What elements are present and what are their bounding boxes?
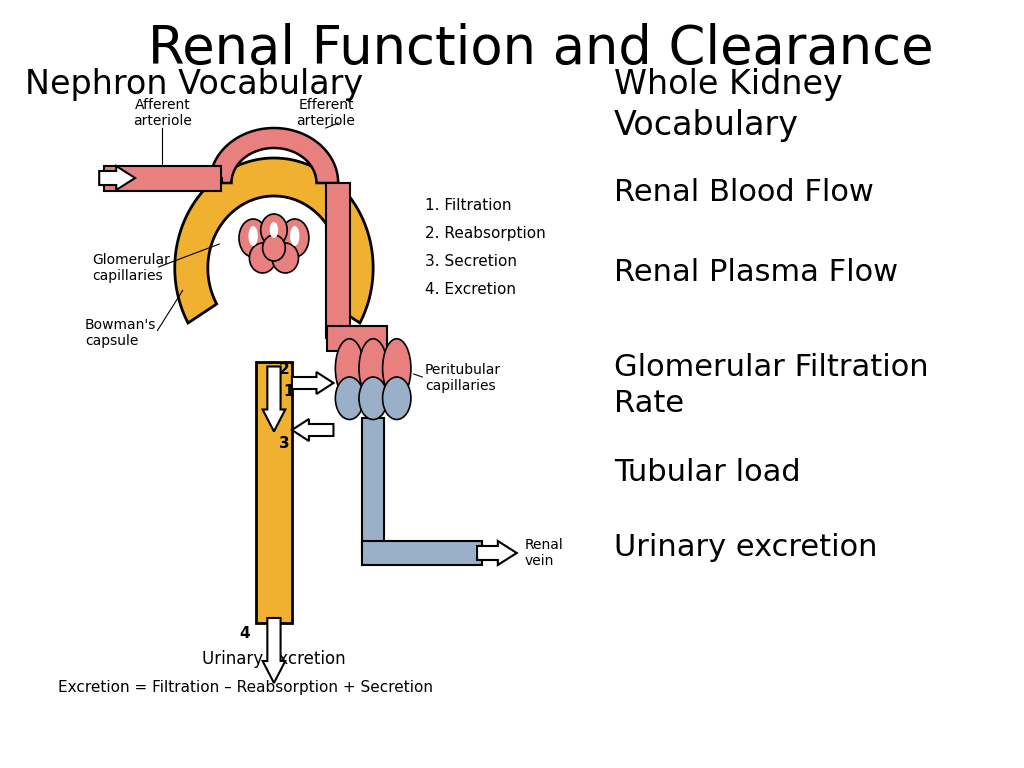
Text: Renal Function and Clearance: Renal Function and Clearance (147, 23, 933, 75)
Bar (327, 183, 350, 338)
Bar (328, 326, 387, 350)
Polygon shape (262, 366, 286, 432)
Text: 4: 4 (240, 625, 250, 641)
Bar (361, 418, 384, 553)
Text: 1. Filtration: 1. Filtration (425, 198, 512, 213)
Text: 4. Excretion: 4. Excretion (425, 282, 516, 297)
Ellipse shape (272, 243, 299, 273)
Ellipse shape (335, 377, 364, 419)
Text: Urinary excretion: Urinary excretion (202, 650, 346, 668)
Polygon shape (477, 541, 517, 565)
Text: Afferent
arteriole: Afferent arteriole (133, 98, 191, 128)
Text: Whole Kidney
Vocabulary: Whole Kidney Vocabulary (614, 68, 843, 142)
Text: Urinary excretion: Urinary excretion (614, 533, 878, 562)
Text: Renal
vein: Renal vein (524, 538, 563, 568)
Text: Glomerular Filtration
Rate: Glomerular Filtration Rate (614, 353, 929, 418)
Text: 1: 1 (284, 383, 294, 399)
Ellipse shape (359, 377, 387, 419)
Ellipse shape (249, 226, 258, 246)
Text: 3: 3 (279, 436, 290, 452)
Ellipse shape (239, 219, 267, 257)
Text: Renal Blood Flow: Renal Blood Flow (614, 178, 873, 207)
Text: Glomerular
capillaries: Glomerular capillaries (92, 253, 170, 283)
Polygon shape (99, 166, 135, 190)
Ellipse shape (383, 339, 411, 399)
Bar (198, 178, 221, 183)
Bar (103, 165, 220, 190)
Polygon shape (210, 128, 338, 183)
Text: Nephron Vocabulary: Nephron Vocabulary (25, 68, 362, 101)
Text: Efferent
arteriole: Efferent arteriole (297, 98, 355, 128)
Ellipse shape (281, 219, 309, 257)
Bar (256, 362, 292, 623)
Text: 2. Reabsorption: 2. Reabsorption (425, 226, 546, 241)
Text: Tubular load: Tubular load (614, 458, 801, 487)
Ellipse shape (359, 339, 387, 399)
Text: Excretion = Filtration – Reabsorption + Secretion: Excretion = Filtration – Reabsorption + … (58, 680, 433, 695)
Ellipse shape (261, 214, 287, 246)
Ellipse shape (269, 222, 279, 238)
Ellipse shape (335, 339, 364, 399)
Polygon shape (292, 372, 334, 394)
Text: 2: 2 (279, 362, 290, 376)
Polygon shape (262, 618, 286, 683)
Text: Renal Plasma Flow: Renal Plasma Flow (614, 258, 898, 287)
Ellipse shape (383, 377, 411, 419)
Text: 3. Secretion: 3. Secretion (425, 254, 517, 269)
Ellipse shape (290, 226, 299, 246)
Text: Peritubular
capillaries: Peritubular capillaries (425, 363, 501, 393)
Text: Bowman's
capsule: Bowman's capsule (85, 318, 157, 348)
Polygon shape (292, 419, 334, 441)
Polygon shape (175, 158, 373, 323)
Ellipse shape (262, 235, 286, 261)
Ellipse shape (250, 243, 275, 273)
Bar (361, 541, 481, 565)
